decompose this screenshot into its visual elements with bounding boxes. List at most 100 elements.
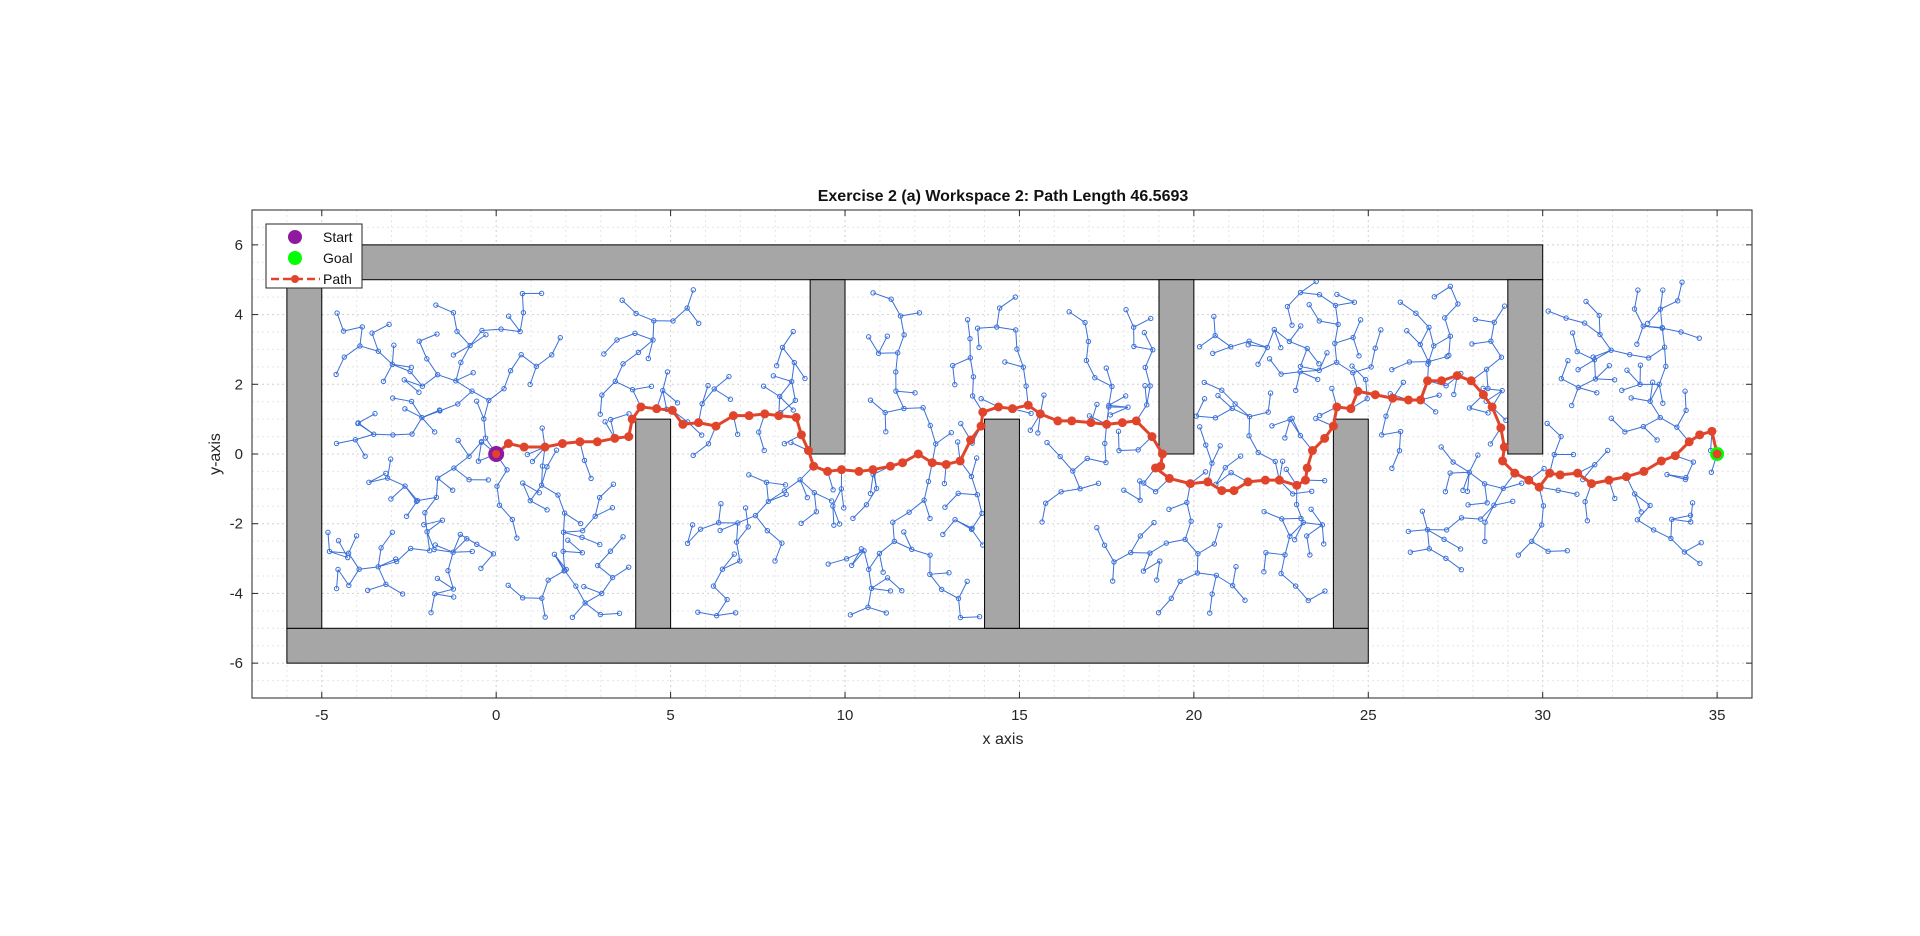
tree-edge (851, 548, 862, 566)
tree-edge (1300, 348, 1308, 367)
tree-node (1197, 424, 1203, 430)
tree-edge (1143, 560, 1161, 572)
tree-edge (439, 403, 458, 412)
tree-node (946, 570, 952, 576)
tree-node (436, 407, 443, 413)
tree-node (865, 604, 871, 610)
tree-edge (1643, 417, 1661, 428)
tree-edge (722, 553, 735, 570)
tree-node (912, 390, 918, 396)
tree-edge (1468, 502, 1488, 506)
tree-edge (1072, 470, 1081, 489)
tree-node (847, 612, 854, 618)
path-point (803, 446, 813, 456)
tree-node (1372, 345, 1378, 351)
tree-node (1544, 420, 1550, 427)
tree-node (804, 494, 811, 501)
tree-node (1657, 414, 1663, 421)
tree-node (505, 582, 511, 588)
tree-node (369, 330, 375, 336)
obstacle (286, 279, 323, 629)
tree-edge (1572, 332, 1578, 352)
tree-edge (662, 390, 678, 404)
tree-edge (897, 334, 905, 354)
tree-edge (1299, 371, 1318, 380)
tree-node (607, 548, 614, 554)
tree-edge (1428, 356, 1448, 363)
tree-node (875, 350, 882, 356)
tree-node (1282, 435, 1288, 441)
tree-node (1201, 396, 1208, 402)
tree-node (518, 352, 524, 358)
tree-edge (610, 536, 624, 552)
tree-edge (1466, 472, 1470, 492)
tree-node (1558, 375, 1565, 382)
path-point (1086, 418, 1096, 428)
tree-edge (996, 308, 1001, 328)
tree-node (387, 456, 394, 462)
tree-node (1142, 364, 1148, 371)
tree-edge (766, 481, 786, 486)
tree-edge (1294, 522, 1304, 540)
tree-edge (713, 388, 731, 400)
tree-edge (832, 505, 841, 525)
tree-edge (1684, 551, 1701, 564)
tree-node (1316, 360, 1322, 367)
tree-edge (952, 357, 971, 367)
tree-edge (452, 312, 458, 332)
tree-edge (1214, 335, 1232, 348)
tree-edge (686, 307, 700, 324)
tree-edge (1211, 445, 1221, 464)
tree-edge (1546, 423, 1562, 437)
tree-edge (1426, 529, 1430, 549)
tree-node (335, 537, 342, 544)
tree-edge (594, 497, 601, 517)
tree-node (717, 527, 723, 534)
path-point (898, 458, 908, 468)
tree-node (553, 447, 560, 453)
obstacles (286, 244, 1544, 664)
tree-node (883, 610, 890, 616)
tree-edge (1041, 503, 1047, 523)
tree-node (1455, 301, 1461, 307)
tree-node (469, 548, 475, 555)
tree-node (1306, 301, 1312, 308)
tree-edge (958, 492, 978, 496)
tree-node (1215, 392, 1221, 399)
tree-node (1389, 366, 1395, 373)
tree-node (1316, 318, 1322, 324)
tree-edge (1215, 467, 1226, 485)
tree-edge (1221, 389, 1236, 405)
tree-node (507, 367, 514, 374)
tree-node (1417, 341, 1423, 348)
tree-node (1284, 303, 1291, 310)
tree-node (1219, 387, 1225, 393)
tree-node (1624, 367, 1630, 373)
tree-node (582, 600, 588, 606)
path-point (994, 402, 1004, 412)
tree-edge (791, 362, 795, 382)
path-point (1053, 416, 1063, 426)
tree-node (1681, 549, 1688, 555)
tree-node (1229, 405, 1235, 412)
tree-node (942, 504, 948, 510)
tree-node (1293, 387, 1299, 394)
tree-edge (1179, 572, 1198, 582)
tree-node (870, 290, 876, 296)
tree-node (473, 398, 480, 404)
path-point (1524, 475, 1534, 485)
tree-node (850, 515, 856, 522)
tree-node (1594, 390, 1600, 396)
tree-node (996, 305, 1003, 311)
path-point (1555, 470, 1565, 480)
tree-node (1592, 461, 1598, 468)
path-point (1035, 409, 1045, 419)
legend-goal-label: Goal (323, 250, 353, 266)
path-point (774, 411, 784, 421)
tree-edge (520, 354, 537, 367)
tree-edge (541, 484, 559, 496)
tree-edge (1594, 359, 1596, 379)
tree-node (599, 590, 605, 597)
tree-edge (1117, 431, 1120, 451)
tree-edge (1263, 511, 1283, 520)
